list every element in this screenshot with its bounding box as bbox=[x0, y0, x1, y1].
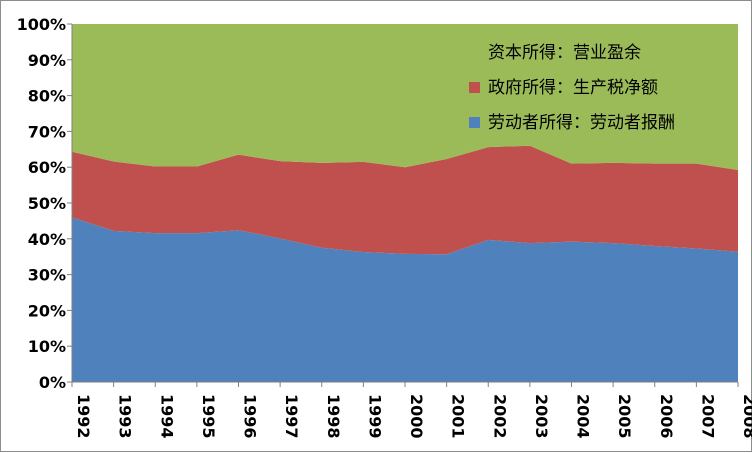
x-tick-label: 1998 bbox=[324, 394, 343, 439]
x-tick-label: 2003 bbox=[532, 394, 551, 439]
x-axis-tick-labels: 1992 1993 1994 1995 1996 1997 1998 1999 2000 2001… bbox=[74, 394, 752, 439]
y-tick-label: 20% bbox=[28, 301, 66, 320]
x-tick-label: 1993 bbox=[116, 394, 135, 439]
y-tick-label: 100% bbox=[17, 15, 66, 34]
x-tick-label: 2008 bbox=[740, 394, 752, 439]
y-tick-label: 50% bbox=[28, 194, 66, 213]
area-series-0 bbox=[72, 217, 738, 382]
area-series-2 bbox=[72, 24, 738, 171]
x-tick-label: 1997 bbox=[282, 394, 301, 439]
x-tick-label: 2006 bbox=[657, 394, 676, 439]
legend-swatch bbox=[469, 47, 480, 58]
x-tick-label: 2007 bbox=[698, 394, 717, 439]
x-tick-label: 2000 bbox=[407, 394, 426, 439]
y-axis-tick-labels: 0% 10% 20% 30% 40% 50% 60% 70% 80% 90% 100% bbox=[17, 15, 66, 392]
legend-entry-label: 劳动者所得：劳动者报酬 bbox=[488, 113, 675, 133]
y-tick-label: 70% bbox=[28, 122, 66, 141]
legend-swatch bbox=[469, 82, 480, 93]
y-tick-label: 90% bbox=[28, 51, 66, 70]
x-tick-label: 2005 bbox=[615, 394, 634, 439]
legend-swatch bbox=[469, 117, 480, 128]
y-tick-label: 30% bbox=[28, 266, 66, 285]
area-series-1 bbox=[72, 145, 738, 255]
x-tick-label: 1999 bbox=[365, 394, 384, 439]
legend-entry-label: 政府所得：生产税净额 bbox=[488, 78, 658, 98]
y-tick-label: 0% bbox=[39, 373, 66, 392]
area-series-group bbox=[72, 24, 738, 382]
x-tick-label: 1994 bbox=[157, 394, 176, 439]
y-tick-label: 40% bbox=[28, 230, 66, 249]
axes-group bbox=[67, 23, 739, 387]
x-tick-label: 1992 bbox=[74, 394, 93, 439]
y-tick-label: 80% bbox=[28, 87, 66, 106]
x-tick-label: 2001 bbox=[449, 394, 468, 439]
y-tick-label: 10% bbox=[28, 337, 66, 356]
y-tick-label: 60% bbox=[28, 158, 66, 177]
x-tick-label: 1995 bbox=[199, 394, 218, 439]
legend-entry-label: 资本所得：营业盈余 bbox=[488, 43, 641, 63]
x-tick-label: 1996 bbox=[241, 394, 260, 439]
x-tick-label: 2002 bbox=[490, 394, 509, 439]
x-tick-label: 2004 bbox=[574, 394, 593, 439]
